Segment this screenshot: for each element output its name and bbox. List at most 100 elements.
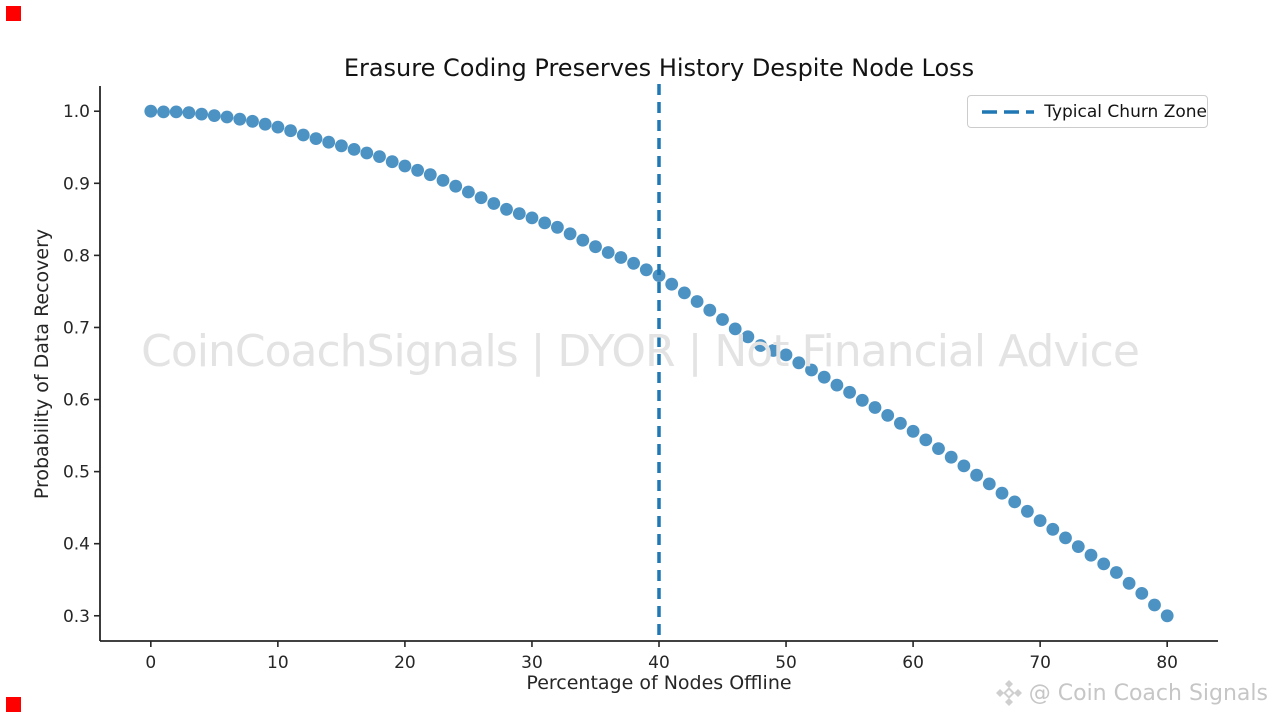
scatter-point bbox=[169, 105, 183, 119]
scatter-point bbox=[868, 401, 882, 414]
scatter-point bbox=[411, 163, 424, 177]
y-tick-label: 0.6 bbox=[63, 391, 90, 411]
scatter-point bbox=[919, 433, 933, 447]
scatter-point bbox=[462, 185, 475, 199]
scatter-point bbox=[296, 128, 310, 142]
scatter-point bbox=[728, 322, 742, 336]
scatter-point bbox=[1008, 495, 1022, 509]
scatter-point bbox=[1148, 598, 1161, 612]
chart-title: Erasure Coding Preserves History Despite… bbox=[343, 54, 975, 82]
scatter-point bbox=[423, 168, 437, 182]
scatter-point bbox=[932, 442, 945, 455]
x-tick-label: 50 bbox=[775, 653, 797, 673]
scatter-point bbox=[1122, 576, 1136, 590]
scatter-point bbox=[1033, 514, 1047, 527]
watermark-text: CoinCoachSignals | DYOR | Not Financial … bbox=[141, 326, 1140, 377]
scatter-point bbox=[703, 303, 717, 317]
scatter-point bbox=[805, 363, 818, 377]
scatter-point bbox=[195, 107, 209, 121]
signature-text: @ Coin Coach Signals bbox=[1028, 680, 1268, 706]
scatter-point bbox=[843, 385, 856, 399]
scatter-point bbox=[716, 313, 729, 326]
scatter-point bbox=[754, 339, 767, 352]
y-tick-label: 0.4 bbox=[63, 535, 90, 555]
scatter-point bbox=[512, 207, 526, 221]
x-tick-label: 20 bbox=[394, 653, 416, 673]
scatter-point bbox=[487, 197, 501, 210]
scatter-point bbox=[855, 393, 869, 407]
diamond-logo-icon bbox=[995, 680, 1022, 706]
scatter-point bbox=[474, 191, 488, 205]
scatter-point bbox=[449, 179, 463, 193]
scatter-point bbox=[500, 202, 513, 216]
scatter-point bbox=[373, 150, 386, 164]
x-axis-label: Percentage of Nodes Offline bbox=[526, 672, 792, 694]
scatter-point bbox=[817, 370, 831, 384]
scatter-point bbox=[157, 105, 170, 119]
scatter-point bbox=[589, 240, 602, 254]
scatter-point bbox=[322, 135, 336, 149]
y-tick-label: 0.9 bbox=[63, 174, 90, 194]
scatter-point bbox=[1046, 522, 1060, 536]
scatter-point bbox=[690, 295, 704, 308]
scatter-point bbox=[1071, 540, 1085, 553]
scatter-point bbox=[220, 110, 234, 124]
scatter-point bbox=[309, 132, 323, 146]
scatter-point bbox=[563, 227, 577, 241]
scatter-point bbox=[614, 251, 628, 264]
scatter-point bbox=[207, 109, 221, 122]
scatter-point bbox=[1021, 504, 1034, 518]
legend-label: Typical Churn Zone bbox=[1044, 101, 1207, 122]
scatter-point bbox=[944, 450, 958, 464]
scatter-point bbox=[271, 120, 285, 134]
scatter-point bbox=[957, 459, 971, 473]
y-tick-label: 0.7 bbox=[63, 318, 90, 338]
red-marker-top-left bbox=[6, 6, 21, 21]
red-marker-bottom-left bbox=[6, 697, 21, 712]
scatter-point bbox=[627, 256, 640, 270]
scatter-point bbox=[576, 233, 590, 247]
scatter-point bbox=[182, 106, 196, 120]
scatter-point bbox=[347, 143, 361, 156]
scatter-point bbox=[982, 477, 996, 491]
scatter-point bbox=[284, 124, 297, 138]
scatter-point bbox=[551, 220, 564, 234]
scatter-point bbox=[1084, 548, 1098, 562]
scatter-point bbox=[525, 211, 539, 225]
scatter-point bbox=[970, 468, 983, 482]
scatter-point bbox=[233, 112, 247, 126]
y-tick-label: 1.0 bbox=[63, 102, 90, 122]
x-tick-label: 40 bbox=[648, 653, 670, 673]
scatter-point bbox=[792, 356, 806, 370]
y-tick-label: 0.3 bbox=[63, 607, 90, 627]
scatter-point bbox=[1135, 587, 1149, 600]
y-tick-label: 0.5 bbox=[63, 463, 90, 483]
x-tick-label: 10 bbox=[267, 653, 289, 673]
signature: @ Coin Coach Signals bbox=[995, 679, 1268, 707]
y-tick-label: 0.8 bbox=[63, 246, 90, 266]
scatter-point bbox=[741, 330, 755, 344]
scatter-point bbox=[538, 216, 552, 230]
x-tick-label: 30 bbox=[521, 653, 543, 673]
scatter-point bbox=[1160, 609, 1174, 623]
scatter-point bbox=[1059, 531, 1072, 545]
scatter-point bbox=[1110, 566, 1123, 579]
scatter-point bbox=[779, 348, 793, 362]
scatter-point bbox=[881, 409, 895, 422]
scatter-point bbox=[652, 269, 666, 282]
scatter-point bbox=[436, 174, 450, 187]
scatter-point bbox=[335, 139, 348, 153]
scatter-point bbox=[830, 378, 844, 392]
legend: Typical Churn Zone bbox=[967, 95, 1208, 128]
scatter-point bbox=[639, 263, 653, 277]
scatter-point bbox=[665, 277, 679, 291]
scatter-point bbox=[144, 104, 158, 118]
scatter-point bbox=[246, 114, 259, 128]
scatter-point bbox=[360, 146, 374, 160]
scatter-point bbox=[906, 424, 920, 438]
scatter-point bbox=[258, 117, 272, 131]
scatter-point bbox=[398, 159, 412, 173]
scatter-point bbox=[385, 155, 399, 169]
x-tick-label: 60 bbox=[902, 653, 924, 673]
